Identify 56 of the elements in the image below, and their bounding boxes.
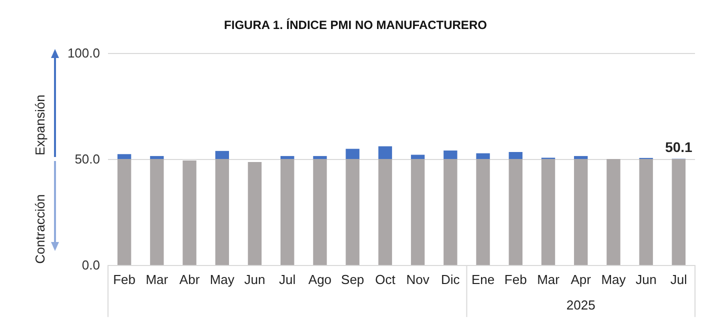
bar <box>346 159 360 265</box>
bar <box>508 152 522 159</box>
x-tick-label: Feb <box>113 272 136 287</box>
bar <box>215 150 229 159</box>
bar <box>476 153 490 159</box>
x-tick-label: Oct <box>375 272 396 287</box>
x-tick-label: Jun <box>244 272 266 287</box>
bar <box>280 156 294 159</box>
y-tick-label: 50.0 <box>74 152 100 166</box>
x-tick-label: Nov <box>406 272 430 287</box>
bar <box>117 154 132 159</box>
x-tick-label: Dic <box>441 272 460 287</box>
bar <box>117 159 132 265</box>
bar <box>639 159 653 265</box>
chart-title: FIGURA 1. ÍNDICE PMI NO MANUFACTURERO <box>224 18 487 32</box>
bar <box>313 156 327 159</box>
x-tick-label: Mar <box>146 272 169 287</box>
bar <box>378 146 392 159</box>
text: Expansión <box>32 94 48 156</box>
bar <box>574 156 588 159</box>
bar <box>476 159 490 265</box>
bar <box>672 159 686 265</box>
bar <box>444 159 458 265</box>
x-tick-label: Ago <box>308 272 332 287</box>
x-tick-label: Abr <box>179 272 200 287</box>
bar <box>378 159 392 265</box>
bar <box>182 160 196 265</box>
bar <box>574 159 588 265</box>
x-tick-label: Jun <box>636 272 657 287</box>
x-tick-label: Ene <box>471 272 495 287</box>
bar <box>150 156 164 159</box>
bar <box>508 159 522 265</box>
x-tick-label: May <box>210 272 235 287</box>
bar <box>444 150 458 159</box>
bar <box>313 159 327 265</box>
bar <box>248 162 262 265</box>
bar <box>606 159 620 265</box>
y-tick-label: 0.0 <box>82 258 100 272</box>
bar <box>541 159 556 265</box>
x-tick-label: Sep <box>341 272 364 287</box>
bar <box>280 159 294 265</box>
x-tick-label: Jul <box>279 272 296 287</box>
x-tick-label: May <box>601 272 626 287</box>
bar <box>150 159 164 265</box>
x-tick-label: Jul <box>670 272 688 287</box>
x-tick-label: Apr <box>570 272 592 287</box>
x-tick-label: Mar <box>537 272 560 287</box>
bar <box>410 154 425 159</box>
text: 2025 <box>566 298 596 312</box>
text: Contracción <box>32 194 48 264</box>
x-tick-label: Feb <box>504 272 527 287</box>
bar <box>346 148 360 159</box>
bar <box>410 159 425 265</box>
bar <box>215 159 229 265</box>
y-tick-label: 100.0 <box>67 46 100 60</box>
total-label: 50.1 <box>665 138 693 155</box>
